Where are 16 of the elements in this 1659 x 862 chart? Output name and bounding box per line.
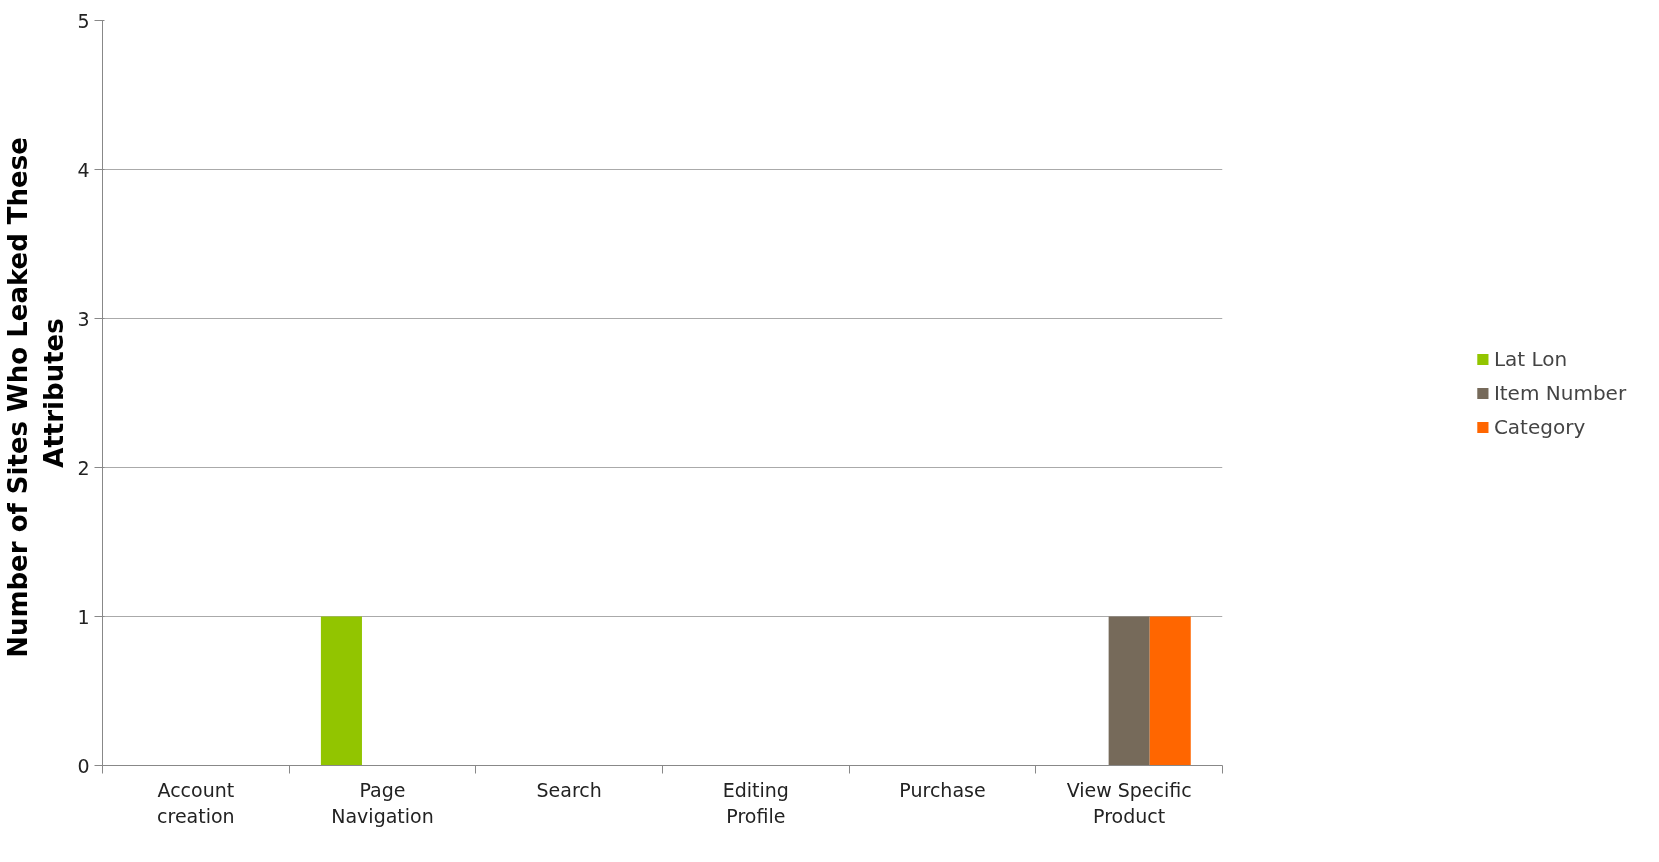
- x-tick-label: View Specific Product: [1066, 778, 1192, 827]
- y-tick-label: 4: [77, 158, 90, 181]
- y-tick-label: 5: [77, 9, 90, 32]
- x-tick-label: Editing Profile: [722, 778, 789, 827]
- legend-label: Category: [1493, 414, 1586, 439]
- y-tick-label: 1: [77, 605, 90, 628]
- y-tick-label: 2: [77, 456, 90, 479]
- legend-label: Item Number: [1493, 380, 1627, 405]
- x-tick-label: Account creation: [157, 778, 235, 827]
- y-axis-title: Number of Sites Who Leaked These Attributes: [3, 137, 70, 658]
- x-tick-label: Purchase: [899, 778, 986, 801]
- y-tick-label: 0: [77, 754, 90, 777]
- x-tick-label: Search: [536, 778, 602, 801]
- y-tick-label: 3: [77, 307, 90, 330]
- legend-label: Lat Lon: [1493, 346, 1568, 371]
- x-tick-label: Page Navigation: [331, 778, 434, 827]
